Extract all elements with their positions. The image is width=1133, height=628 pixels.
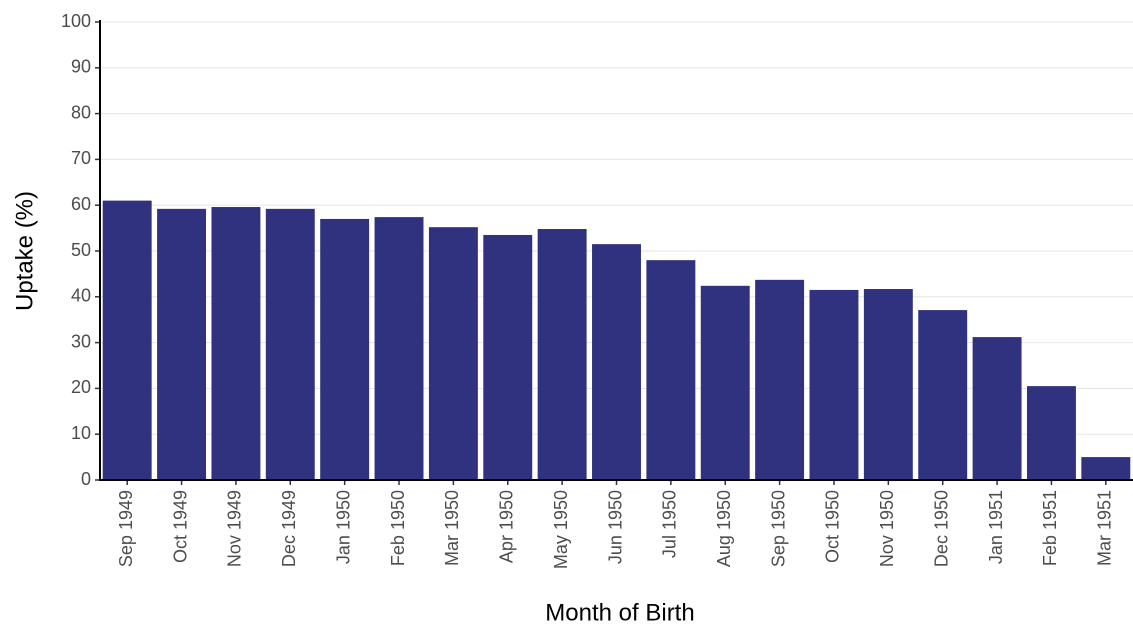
bar	[428, 227, 478, 480]
y-tick-label: 40	[71, 286, 91, 306]
x-tick-label: Jun 1950	[605, 490, 625, 564]
y-tick-label: 70	[71, 148, 91, 168]
bar	[374, 217, 424, 480]
bar	[972, 337, 1022, 480]
y-tick-label: 80	[71, 102, 91, 122]
y-tick-label: 10	[71, 423, 91, 443]
x-tick-label: Dec 1950	[931, 490, 951, 567]
bar	[592, 244, 641, 480]
x-tick-label: May 1950	[551, 490, 571, 569]
y-tick-label: 30	[71, 331, 91, 351]
x-tick-label: Jan 1951	[986, 490, 1006, 564]
bar	[320, 218, 370, 480]
y-tick-label: 0	[81, 469, 91, 489]
x-tick-label: Nov 1949	[225, 490, 245, 567]
bar	[918, 310, 968, 480]
bar	[102, 200, 152, 480]
x-tick-label: Sep 1950	[768, 490, 788, 567]
y-tick-label: 20	[71, 377, 91, 397]
x-tick-label: Apr 1950	[497, 490, 517, 563]
bar	[537, 229, 587, 480]
x-tick-label: Jul 1950	[660, 490, 680, 558]
bar	[1081, 457, 1131, 480]
y-tick-label: 50	[71, 240, 91, 260]
x-tick-label: Dec 1949	[279, 490, 299, 567]
x-tick-label: Oct 1949	[170, 490, 190, 563]
bar	[157, 208, 207, 480]
bar	[646, 260, 696, 480]
y-tick-label: 100	[61, 11, 91, 31]
x-axis-title: Month of Birth	[545, 599, 694, 626]
x-tick-label: Aug 1950	[714, 490, 734, 567]
bar	[211, 207, 261, 481]
bar	[755, 279, 805, 480]
x-tick-label: Jan 1950	[333, 490, 353, 564]
bar	[483, 234, 533, 480]
x-tick-label: Sep 1949	[116, 490, 136, 567]
x-tick-label: Feb 1950	[388, 490, 408, 566]
x-tick-label: Mar 1950	[442, 490, 462, 566]
bar	[265, 208, 315, 480]
bar	[1026, 386, 1076, 480]
x-tick-label: Feb 1951	[1040, 490, 1060, 566]
bar	[863, 289, 913, 480]
y-tick-label: 90	[71, 57, 91, 77]
x-tick-label: Oct 1950	[823, 490, 843, 563]
bar	[809, 289, 859, 480]
x-tick-label: Nov 1950	[877, 490, 897, 567]
y-axis-title: Uptake (%)	[11, 191, 38, 311]
bar	[700, 285, 750, 480]
y-tick-label: 60	[71, 194, 91, 214]
x-tick-label: Mar 1951	[1095, 490, 1115, 566]
